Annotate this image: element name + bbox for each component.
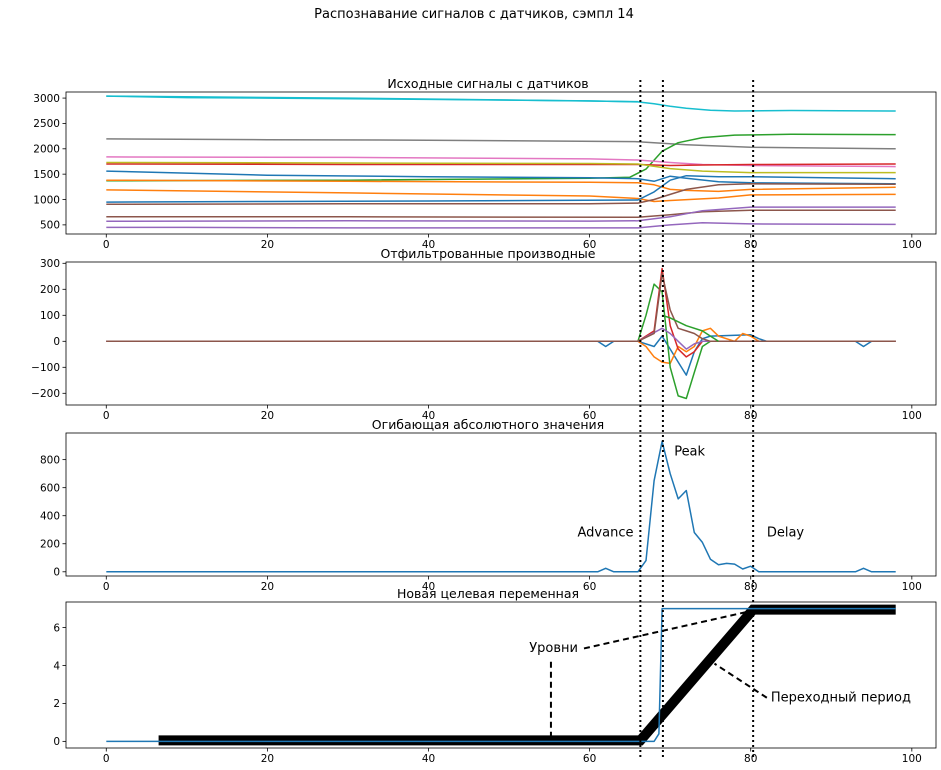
y-tick-label: 300 (40, 258, 60, 270)
panel-title: Огибающая абсолютного значения (372, 417, 604, 432)
series-line-6 (106, 170, 896, 185)
series-line-12 (106, 206, 896, 223)
axes-frame (65, 91, 937, 235)
axes-frame (65, 261, 937, 406)
annotation-pointer (713, 662, 768, 699)
x-tick-label: 20 (261, 239, 274, 251)
axes-frame (65, 601, 937, 749)
y-tick-label: 100 (40, 310, 60, 322)
series-line-7 (106, 179, 896, 193)
vertical-markers (639, 80, 755, 760)
series-line-5 (106, 161, 896, 174)
y-tick-label: 2000 (33, 144, 60, 156)
y-tick-label: 800 (40, 454, 60, 466)
annotation-label: Advance (578, 526, 634, 541)
series-line-0 (106, 95, 896, 112)
target-level-line (158, 604, 896, 746)
x-tick-label: 20 (261, 753, 274, 765)
y-tick-label: 2 (53, 698, 60, 710)
x-tick-label: 0 (103, 239, 110, 251)
y-tick-label: 400 (40, 511, 60, 523)
panel-title: Исходные сигналы с датчиков (387, 76, 588, 91)
series-line-5 (106, 272, 896, 343)
x-tick-label: 60 (583, 581, 596, 593)
figure-suptitle: Распознавание сигналов с датчиков, сэмпл… (314, 7, 634, 22)
series-line-3 (106, 267, 896, 358)
panel-target-variable: Новая целевая переменная 0 20 40 60 80 100 0 2 4… (53, 586, 937, 765)
annotation-label: Delay (767, 526, 805, 541)
x-tick-label: 80 (744, 581, 757, 593)
y-tick-label: 600 (40, 482, 60, 494)
y-tick-label: 3000 (33, 93, 60, 105)
series-line-8 (106, 189, 896, 203)
y-tick-label: 0 (53, 736, 60, 748)
x-tick-label: 0 (103, 753, 110, 765)
series-line-4 (106, 327, 896, 350)
x-tick-label: 40 (422, 239, 435, 251)
x-tick-label: 60 (583, 239, 596, 251)
series-line-1 (106, 327, 896, 365)
x-tick-label: 100 (902, 239, 922, 251)
axes-frame (65, 432, 937, 577)
x-tick-label: 0 (103, 410, 110, 422)
y-tick-label: 2500 (33, 118, 60, 130)
panel-raw-signals: Исходные сигналы с датчиков 0 20 40 60 80 100… (33, 76, 937, 251)
x-tick-label: 40 (422, 581, 435, 593)
annotation-label: Уровни (529, 641, 578, 656)
x-tick-label: 80 (744, 239, 757, 251)
series-line-14 (106, 95, 638, 103)
y-tick-label: 4 (53, 660, 60, 672)
x-tick-label: 40 (422, 753, 435, 765)
series-line-1 (106, 138, 896, 150)
y-tick-label: 200 (40, 539, 60, 551)
annotation-pointer (583, 609, 754, 650)
y-tick-label: 0 (53, 567, 60, 579)
y-tick-label: 1500 (33, 169, 60, 181)
y-tick-label: 500 (40, 220, 60, 232)
x-tick-label: 100 (902, 753, 922, 765)
x-tick-label: 60 (583, 753, 596, 765)
panel-envelope: Огибающая абсолютного значения 0 20 40 60 80… (40, 417, 937, 593)
x-tick-label: 80 (744, 410, 757, 422)
panel-title: Новая целевая переменная (397, 586, 579, 601)
y-tick-label: 6 (53, 622, 60, 634)
annotation-label: Переходный период (771, 691, 911, 706)
x-tick-label: 0 (103, 581, 110, 593)
x-tick-label: 80 (744, 753, 757, 765)
series-line-0 (106, 607, 896, 743)
panel-filtered-derivatives: Отфильтрованные производные 0 20 40 60 80 100… (31, 246, 937, 422)
y-tick-label: −100 (31, 362, 60, 374)
x-tick-label: 100 (902, 581, 922, 593)
x-tick-label: 60 (583, 410, 596, 422)
series-line-13 (106, 222, 896, 229)
series-line-2 (106, 283, 896, 400)
x-tick-label: 40 (422, 410, 435, 422)
series-line-6 (661, 314, 719, 342)
series-line-11 (106, 209, 896, 219)
x-tick-label: 20 (261, 581, 274, 593)
panel-title: Отфильтрованные производные (381, 246, 596, 261)
x-tick-label: 20 (261, 410, 274, 422)
y-tick-label: 1000 (33, 194, 60, 206)
series-line-4 (106, 163, 896, 167)
y-tick-label: −200 (31, 388, 60, 400)
y-tick-label: 0 (53, 336, 60, 348)
series-line-0 (106, 440, 896, 573)
annotation-label: Peak (674, 444, 705, 459)
y-tick-label: 200 (40, 284, 60, 296)
x-tick-label: 100 (902, 410, 922, 422)
